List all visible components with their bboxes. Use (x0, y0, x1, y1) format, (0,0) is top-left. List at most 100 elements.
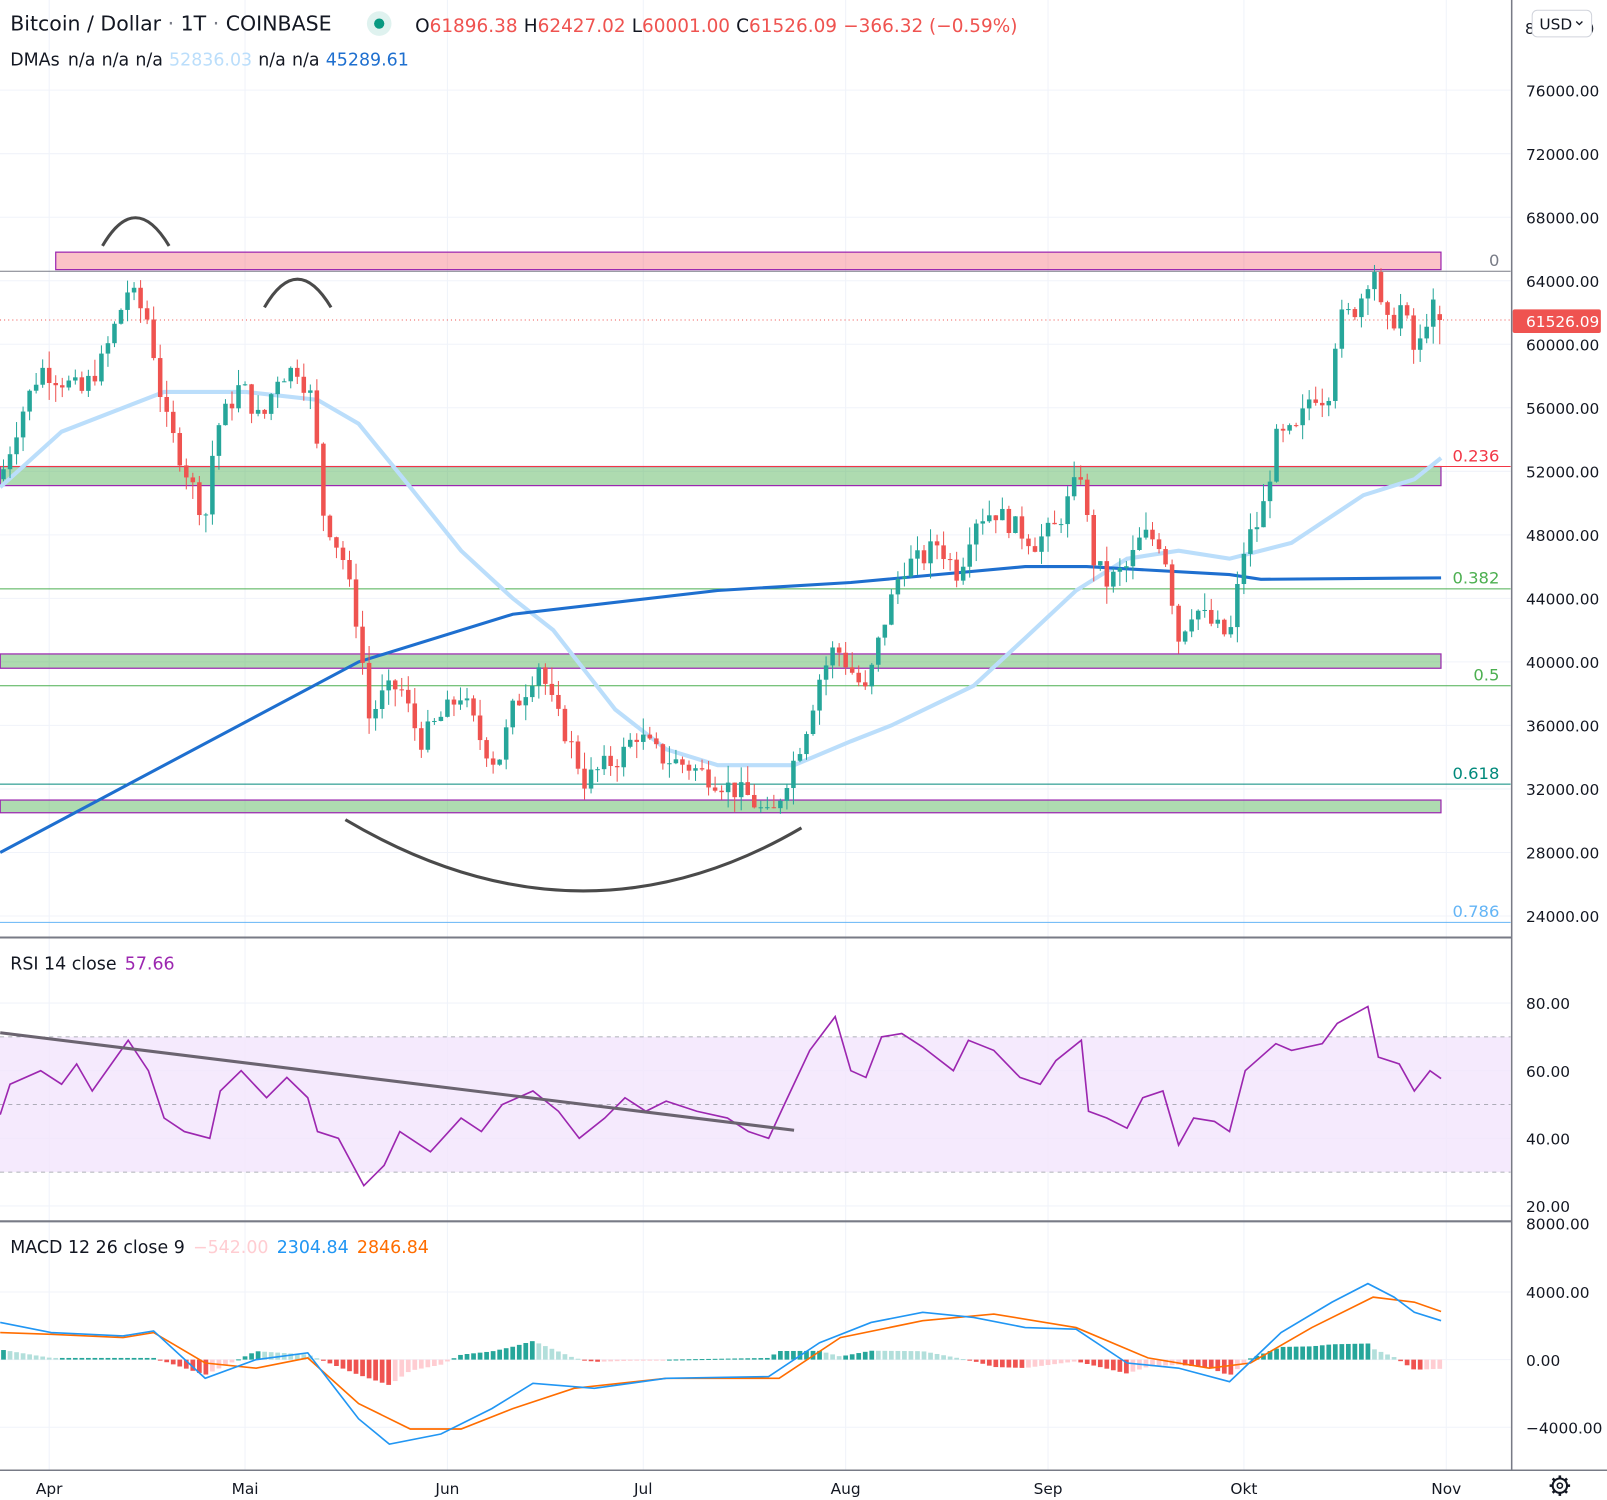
candle-body[interactable] (1417, 338, 1423, 350)
candle-body[interactable] (1091, 514, 1096, 566)
candle-body[interactable] (20, 411, 26, 438)
candle-body[interactable] (1352, 309, 1358, 318)
candle-body[interactable] (641, 734, 646, 742)
candle-body[interactable] (1222, 619, 1227, 635)
candle-body[interactable] (210, 455, 215, 515)
candle-body[interactable] (908, 558, 914, 577)
candle-body[interactable] (647, 734, 653, 739)
candle-body[interactable] (836, 647, 842, 653)
candle-body[interactable] (314, 390, 320, 444)
dmas-legend[interactable]: DMAs n/a n/a n/a 52836.03 n/a n/a 45289.61 (10, 51, 409, 71)
candle-body[interactable] (471, 698, 476, 716)
candle-body[interactable] (53, 383, 58, 386)
candle-body[interactable] (1182, 631, 1188, 642)
candle-body[interactable] (1176, 605, 1181, 642)
candle-body[interactable] (1404, 305, 1410, 316)
candle-body[interactable] (843, 652, 848, 668)
candle-body[interactable] (1143, 529, 1149, 538)
candle-body[interactable] (73, 377, 78, 381)
candle-body[interactable] (379, 690, 385, 709)
candle-body[interactable] (366, 662, 372, 719)
candle-body[interactable] (99, 353, 104, 382)
candle-body[interactable] (360, 626, 365, 663)
candle-body[interactable] (301, 376, 307, 393)
candle-body[interactable] (686, 764, 692, 771)
candle-body[interactable] (1306, 399, 1312, 409)
candle-body[interactable] (1000, 508, 1005, 521)
candle-body[interactable] (608, 755, 613, 767)
rsi-legend[interactable]: RSI 14 close 57.66 (10, 954, 174, 974)
candle-body[interactable] (627, 739, 633, 747)
candle-body[interactable] (810, 710, 816, 735)
candle-body[interactable] (1365, 289, 1371, 299)
candle-body[interactable] (295, 367, 300, 377)
candle-body[interactable] (1241, 553, 1247, 585)
candle-body[interactable] (386, 680, 391, 691)
candle-body[interactable] (425, 721, 431, 750)
candle-body[interactable] (817, 679, 822, 711)
candle-body[interactable] (1319, 402, 1325, 406)
candle-body[interactable] (503, 727, 509, 760)
candle-body[interactable] (556, 694, 561, 709)
candle-body[interactable] (432, 720, 437, 723)
candle-body[interactable] (14, 437, 19, 455)
candle-body[interactable] (582, 768, 587, 789)
candle-body[interactable] (1058, 524, 1064, 526)
candle-body[interactable] (1300, 408, 1305, 426)
candle-body[interactable] (778, 800, 783, 809)
candle-body[interactable] (1215, 619, 1221, 624)
support-zone[interactable] (0, 799, 1442, 814)
candle-body[interactable] (869, 664, 875, 687)
candle-body[interactable] (170, 411, 176, 434)
candle-body[interactable] (973, 523, 979, 545)
candle-body[interactable] (1411, 315, 1416, 350)
candle-body[interactable] (334, 537, 339, 548)
candle-body[interactable] (33, 384, 39, 391)
support-zone[interactable] (0, 653, 1442, 669)
candle-body[interactable] (445, 699, 450, 717)
candle-body[interactable] (79, 377, 85, 391)
candle-body[interactable] (1045, 522, 1051, 537)
candle-body[interactable] (882, 624, 888, 638)
candle-body[interactable] (1124, 566, 1129, 569)
candle-body[interactable] (1313, 399, 1318, 403)
candle-body[interactable] (1052, 522, 1057, 525)
candle-body[interactable] (392, 680, 398, 690)
candle-body[interactable] (1071, 477, 1077, 497)
candle-body[interactable] (1039, 536, 1044, 552)
candle-body[interactable] (412, 703, 418, 729)
candle-body[interactable] (895, 578, 901, 595)
candle-body[interactable] (1006, 508, 1012, 533)
candle-body[interactable] (484, 740, 489, 759)
candle-body[interactable] (184, 465, 189, 478)
candle-body[interactable] (490, 758, 496, 765)
candle-body[interactable] (458, 700, 463, 705)
candle-body[interactable] (1430, 299, 1436, 327)
candle-body[interactable] (1111, 571, 1116, 587)
currency-button[interactable]: USD (1531, 9, 1593, 38)
candle-body[interactable] (1169, 564, 1175, 606)
candle-body[interactable] (340, 547, 346, 561)
candle-body[interactable] (1019, 516, 1025, 539)
candle-body[interactable] (523, 697, 529, 706)
candle-body[interactable] (1084, 479, 1090, 515)
candle-body[interactable] (138, 287, 143, 309)
candle-body[interactable] (693, 768, 698, 771)
candle-body[interactable] (980, 521, 986, 524)
candle-body[interactable] (934, 541, 940, 546)
candle-body[interactable] (530, 685, 535, 698)
macd-legend[interactable]: MACD 12 26 close 9 −542.00 2304.84 2846.84 (10, 1238, 429, 1258)
candle-body[interactable] (1032, 546, 1038, 552)
candle-body[interactable] (1346, 309, 1351, 311)
candle-body[interactable] (1202, 609, 1207, 612)
candle-body[interactable] (614, 766, 620, 768)
candle-body[interactable] (771, 807, 777, 809)
candle-body[interactable] (1098, 561, 1103, 566)
candle-body[interactable] (1437, 314, 1443, 321)
candle-body[interactable] (1424, 326, 1429, 339)
candle-body[interactable] (862, 682, 868, 687)
candle-body[interactable] (712, 787, 718, 791)
candle-body[interactable] (151, 319, 156, 359)
candle-body[interactable] (601, 755, 607, 770)
resistance-zone[interactable] (55, 251, 1442, 271)
